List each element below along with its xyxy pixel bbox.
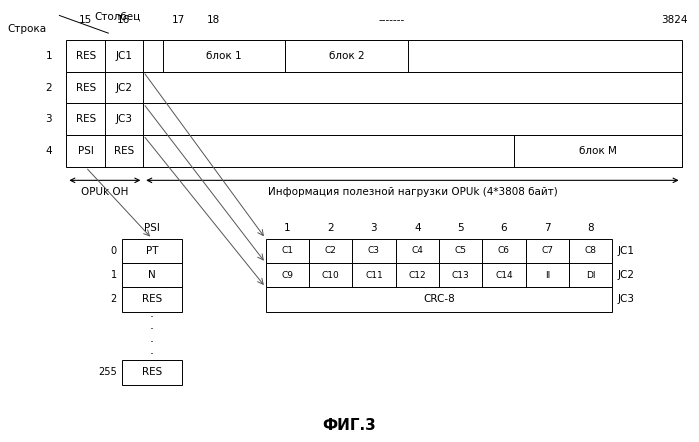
Text: Информация полезной нагрузки OPUk (4*3808 байт): Информация полезной нагрузки OPUk (4*380… — [268, 187, 557, 197]
Bar — [122, 263, 182, 287]
Text: C9: C9 — [281, 271, 294, 280]
Bar — [396, 239, 439, 263]
Text: C8: C8 — [584, 246, 597, 255]
Text: RES: RES — [142, 294, 162, 305]
Text: 1: 1 — [110, 270, 117, 280]
Text: C3: C3 — [368, 246, 380, 255]
Bar — [163, 40, 285, 72]
Text: C1: C1 — [281, 246, 294, 255]
Text: 2: 2 — [110, 294, 117, 305]
Text: 0: 0 — [110, 246, 117, 256]
Text: 3: 3 — [45, 114, 52, 124]
Bar — [309, 263, 352, 287]
Text: JC1: JC1 — [618, 246, 635, 256]
Text: 3824: 3824 — [661, 15, 688, 25]
Text: C13: C13 — [452, 271, 470, 280]
Text: II: II — [545, 271, 550, 280]
Bar — [66, 135, 682, 167]
Text: 2: 2 — [45, 83, 52, 92]
Text: 17: 17 — [172, 15, 185, 25]
Text: ·
·: · · — [150, 311, 154, 336]
Bar — [352, 239, 396, 263]
Bar — [66, 103, 682, 135]
Text: RES: RES — [75, 51, 96, 61]
Text: JC2: JC2 — [618, 270, 635, 280]
Text: Строка: Строка — [7, 24, 46, 34]
Bar — [122, 239, 182, 263]
Bar — [439, 263, 482, 287]
Text: 255: 255 — [98, 367, 117, 377]
Bar — [309, 239, 352, 263]
Text: 15: 15 — [79, 15, 92, 25]
Text: -------: ------- — [378, 15, 405, 25]
Text: C14: C14 — [495, 271, 513, 280]
Bar — [66, 40, 682, 72]
Text: C5: C5 — [454, 246, 467, 255]
Text: 1: 1 — [284, 223, 291, 233]
Text: 4: 4 — [45, 146, 52, 156]
Bar — [66, 72, 682, 103]
Text: OPUk OH: OPUk OH — [81, 187, 129, 197]
Text: C12: C12 — [408, 271, 426, 280]
Text: PSI: PSI — [78, 146, 94, 156]
Text: PSI: PSI — [144, 223, 160, 233]
Bar — [526, 239, 569, 263]
Text: 3: 3 — [370, 223, 377, 233]
Bar — [569, 263, 612, 287]
Bar — [122, 360, 182, 385]
Bar — [352, 263, 396, 287]
Text: C4: C4 — [412, 246, 423, 255]
Bar — [285, 40, 408, 72]
Text: блок 1: блок 1 — [206, 51, 242, 61]
Text: ·
·: · · — [150, 335, 154, 361]
Text: 1: 1 — [45, 51, 52, 61]
Text: JC1: JC1 — [115, 51, 133, 61]
Bar — [482, 263, 526, 287]
Bar — [482, 239, 526, 263]
Bar — [514, 135, 682, 167]
Text: 4: 4 — [414, 223, 421, 233]
Text: JC3: JC3 — [618, 294, 635, 305]
Bar — [526, 263, 569, 287]
Text: JC3: JC3 — [115, 114, 133, 124]
Text: 5: 5 — [457, 223, 464, 233]
Text: RES: RES — [142, 367, 162, 377]
Text: блок M: блок M — [579, 146, 617, 156]
Text: 2: 2 — [327, 223, 334, 233]
Text: C2: C2 — [325, 246, 336, 255]
Text: C7: C7 — [541, 246, 554, 255]
Text: 16: 16 — [117, 15, 130, 25]
Bar — [266, 239, 309, 263]
Text: DI: DI — [586, 271, 596, 280]
Text: 8: 8 — [587, 223, 594, 233]
Text: C6: C6 — [498, 246, 510, 255]
Text: C11: C11 — [365, 271, 383, 280]
Text: Столбец: Столбец — [94, 11, 140, 21]
Text: C10: C10 — [322, 271, 340, 280]
Text: CRC-8: CRC-8 — [423, 294, 455, 305]
Bar — [396, 263, 439, 287]
Text: блок 2: блок 2 — [329, 51, 364, 61]
Text: ФИГ.3: ФИГ.3 — [323, 418, 376, 433]
Bar — [122, 287, 182, 312]
Text: 7: 7 — [544, 223, 551, 233]
Bar — [266, 263, 309, 287]
Text: 18: 18 — [207, 15, 219, 25]
Bar — [439, 239, 482, 263]
Bar — [569, 239, 612, 263]
Text: 6: 6 — [500, 223, 507, 233]
Text: N: N — [148, 270, 156, 280]
Text: RES: RES — [75, 83, 96, 92]
Bar — [266, 287, 612, 312]
Text: JC2: JC2 — [115, 83, 133, 92]
Text: RES: RES — [75, 114, 96, 124]
Text: RES: RES — [114, 146, 134, 156]
Text: PT: PT — [146, 246, 158, 256]
